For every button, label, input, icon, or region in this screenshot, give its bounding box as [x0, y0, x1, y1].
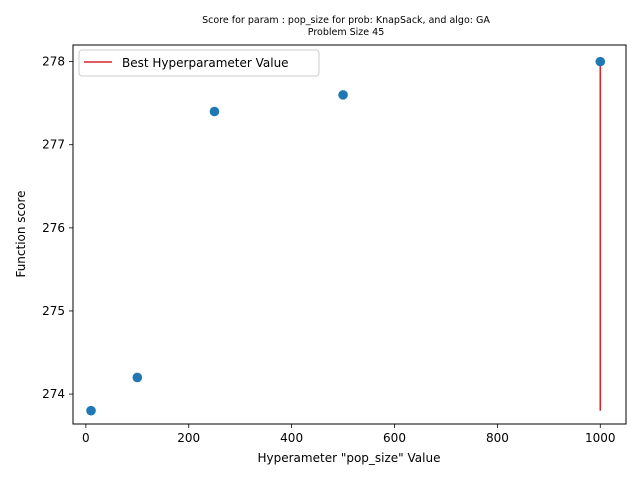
- x-tick-label: 800: [486, 431, 509, 445]
- scatter-point: [86, 405, 96, 416]
- x-tick-label: 0: [82, 431, 90, 445]
- y-tick-label: 277: [42, 138, 65, 152]
- scatter-point: [338, 90, 348, 100]
- plot-frame: [72, 44, 627, 425]
- y-tick-label: 278: [42, 55, 65, 69]
- x-tick-label: 200: [177, 431, 200, 445]
- scatter-point: [132, 372, 143, 383]
- x-axis-label: Hyperameter "pop_size" Value: [258, 451, 441, 465]
- y-tick-label: 274: [42, 387, 65, 401]
- legend-box: [78, 49, 320, 77]
- plot-area: [86, 56, 606, 416]
- chart-subtitle: Problem Size 45: [308, 27, 384, 38]
- y-tick-label: 276: [42, 221, 65, 235]
- chart-title: Score for param : pop_size for prob: Kna…: [202, 15, 490, 26]
- legend: Best Hyperparameter Value: [78, 49, 320, 77]
- scatter-point: [595, 56, 606, 67]
- x-tick-label: 400: [280, 431, 303, 445]
- x-tick-label: 600: [383, 431, 406, 445]
- scatter-point: [209, 106, 220, 117]
- x-tick-label: 1000: [585, 431, 616, 445]
- y-axis-label: Function score: [14, 190, 28, 277]
- y-tick-label: 275: [42, 304, 65, 318]
- legend-label: Best Hyperparameter Value: [122, 56, 289, 70]
